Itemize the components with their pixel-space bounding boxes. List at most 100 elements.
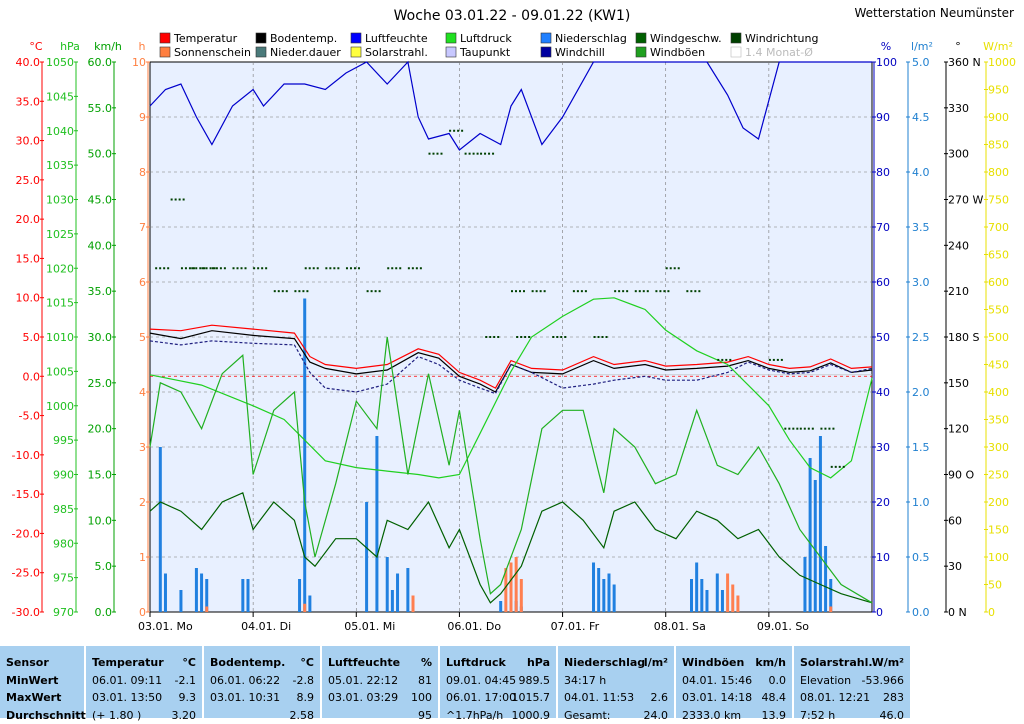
direction-point	[796, 428, 798, 430]
direction-point	[843, 466, 845, 468]
direction-point	[777, 359, 779, 361]
axis-tick-label: 7	[139, 221, 146, 234]
direction-point	[453, 130, 455, 132]
stats-cell: (+ 1.80 )3.20	[92, 707, 196, 724]
axis-tick-label: 30.0	[16, 135, 41, 148]
bar-niederschlag	[716, 574, 719, 613]
bar-niederschlag	[375, 436, 378, 612]
bar-niederschlag	[721, 590, 724, 612]
direction-point	[635, 290, 637, 292]
direction-point	[313, 267, 315, 269]
direction-point	[792, 428, 794, 430]
bar-niederschlag	[803, 557, 806, 612]
axis-unit: l/m²	[911, 40, 933, 53]
direction-point	[346, 267, 348, 269]
axis-unit: %	[881, 40, 891, 53]
direction-point	[655, 290, 657, 292]
axis-tick-label: 2.0	[912, 386, 930, 399]
axis-tick-label: 40	[876, 386, 890, 399]
axis-tick-label: 0.0	[912, 606, 930, 619]
stats-cell: 95	[328, 707, 432, 724]
legend-swatch	[160, 47, 170, 57]
direction-point	[216, 267, 218, 269]
direction-point	[457, 130, 459, 132]
direction-point	[560, 336, 562, 338]
axis-tick-label: 4	[139, 386, 146, 399]
axis-tick-label: 210	[948, 285, 969, 298]
axis-tick-label: 0.0	[23, 370, 41, 383]
legend-label: Windrichtung	[745, 32, 818, 45]
direction-point	[379, 290, 381, 292]
axis-tick-label: 950	[988, 84, 1009, 97]
bar-sonnenschein	[510, 563, 513, 613]
direction-point	[163, 267, 165, 269]
axis-tick-label: 90	[876, 111, 890, 124]
axis-unit: W/m²	[983, 40, 1013, 53]
axis-tick-label: -25.0	[12, 567, 40, 580]
bar-sonnenschein	[515, 557, 518, 612]
axis-unit: °	[955, 40, 961, 53]
direction-point	[199, 267, 201, 269]
axis-tick-label: 985	[53, 503, 74, 516]
bar-niederschlag	[602, 579, 605, 612]
direction-point	[698, 290, 700, 292]
axis-tick-label: 60	[876, 276, 890, 289]
direction-point	[480, 153, 482, 155]
axis-tick-label: 30.0	[88, 331, 113, 344]
axis-tick-label: 90 O	[948, 469, 974, 482]
bar-niederschlag	[406, 568, 409, 612]
direction-point	[573, 290, 575, 292]
axis-tick-label: 180 S	[948, 331, 979, 344]
direction-point	[412, 267, 414, 269]
axis-tick-label: 1015	[46, 297, 74, 310]
axis-tick-label: 4.0	[912, 166, 930, 179]
axis-tick-label: 3.0	[912, 276, 930, 289]
direction-point	[585, 290, 587, 292]
direction-point	[206, 267, 208, 269]
axis-tick-label: 850	[988, 139, 1009, 152]
legend-label: Bodentemp.	[270, 32, 337, 45]
direction-point	[245, 267, 247, 269]
bar-sonnenschein	[303, 604, 306, 612]
axis-tick-label: 20	[876, 496, 890, 509]
direction-point	[492, 153, 494, 155]
axis-tick-label: 1030	[46, 194, 74, 207]
stats-row-label: MaxWert	[6, 689, 78, 707]
bar-sonnenschein	[736, 596, 739, 613]
legend-label: Luftfeuchte	[365, 32, 428, 45]
axis-unit: hPa	[60, 40, 80, 53]
direction-point	[302, 290, 304, 292]
bar-niederschlag	[308, 596, 311, 613]
axis-tick-label: 250	[988, 469, 1009, 482]
axis-tick-label: 975	[53, 572, 74, 585]
axis-unit: °C	[29, 40, 43, 53]
bar-niederschlag	[386, 557, 389, 612]
direction-point	[488, 153, 490, 155]
direction-point	[544, 290, 546, 292]
bar-sonnenschein	[829, 607, 832, 613]
direction-point	[577, 290, 579, 292]
direction-point	[717, 359, 719, 361]
direction-point	[647, 290, 649, 292]
direction-point	[769, 359, 771, 361]
direction-point	[171, 199, 173, 201]
direction-point	[666, 267, 668, 269]
bar-niederschlag	[613, 585, 616, 613]
axis-tick-label: 650	[988, 249, 1009, 262]
stats-cell: Gesamt:24.0	[564, 707, 668, 724]
axis-tick-label: 980	[53, 537, 74, 550]
axis-tick-label: 0.5	[912, 551, 930, 564]
axis-tick-label: 1000	[988, 56, 1016, 69]
axis-tick-label: 25.0	[16, 174, 41, 187]
axis-tick-label: 30	[876, 441, 890, 454]
axis-tick-label: -5.0	[19, 410, 40, 423]
